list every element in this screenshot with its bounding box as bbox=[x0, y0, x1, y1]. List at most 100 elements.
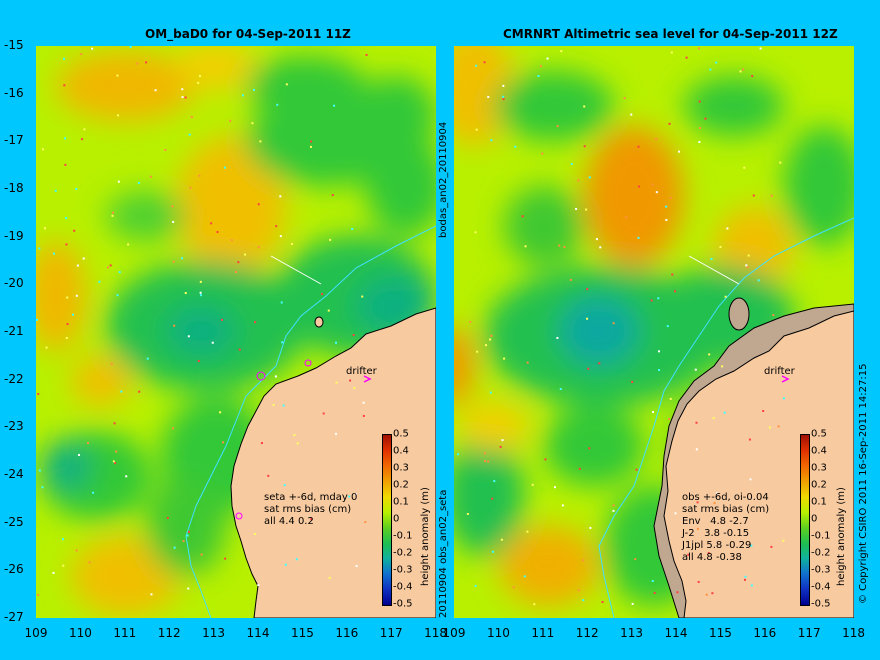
y-tick-label: -23 bbox=[4, 419, 24, 434]
observation-dot bbox=[770, 545, 773, 548]
drifter-marker bbox=[235, 512, 243, 520]
observation-dot bbox=[120, 390, 123, 393]
observation-dot bbox=[181, 88, 184, 91]
observation-dot bbox=[739, 70, 742, 73]
observation-dot bbox=[115, 450, 118, 453]
observation-dot bbox=[556, 125, 559, 128]
observation-dot bbox=[770, 194, 773, 197]
observation-dot bbox=[695, 421, 698, 424]
observation-dot bbox=[199, 280, 202, 283]
observation-dot bbox=[634, 558, 637, 561]
observation-dot bbox=[744, 575, 747, 578]
observation-dot bbox=[502, 84, 505, 87]
drifter-label: drifter bbox=[346, 366, 377, 377]
y-tick-label: -18 bbox=[4, 181, 24, 195]
left-map-svg bbox=[36, 46, 436, 618]
observation-dot bbox=[500, 538, 503, 541]
observation-dot bbox=[234, 270, 237, 273]
observation-dot bbox=[189, 186, 192, 189]
observation-dot bbox=[138, 390, 141, 393]
observation-dot bbox=[109, 264, 112, 267]
y-tick-label: -27 bbox=[4, 610, 24, 625]
observation-dot bbox=[199, 75, 202, 78]
observation-dot bbox=[129, 46, 132, 49]
observation-dot bbox=[352, 334, 355, 337]
colorbar-tick-label: 0.3 bbox=[811, 462, 827, 474]
observation-dot bbox=[219, 411, 222, 414]
observation-dot bbox=[553, 486, 556, 489]
observation-dot bbox=[229, 119, 232, 122]
observation-dot bbox=[187, 530, 190, 533]
left-map-panel[interactable]: drifter seta +-6d, mday 0 sat rms bias (… bbox=[36, 46, 436, 618]
x-tick-label: 109 bbox=[24, 626, 48, 640]
observation-dot bbox=[687, 553, 690, 556]
observation-dot bbox=[365, 53, 368, 56]
observation-dot bbox=[335, 381, 338, 384]
right-colorbar bbox=[800, 434, 810, 606]
observation-dot bbox=[588, 176, 591, 179]
observation-dot bbox=[707, 551, 710, 554]
observation-dot bbox=[280, 301, 283, 304]
right-stats-text: obs +-6d, oi-0.04 sat rms bias (cm) Env … bbox=[682, 492, 770, 563]
observation-dot bbox=[742, 68, 745, 71]
observation-dot bbox=[75, 549, 78, 552]
observation-dot bbox=[37, 392, 40, 395]
x-tick-label: 109 bbox=[442, 626, 466, 640]
observation-dot bbox=[82, 257, 85, 260]
observation-dot bbox=[578, 467, 581, 470]
observation-dot bbox=[745, 264, 748, 267]
observation-dot bbox=[41, 486, 44, 489]
observation-dot bbox=[254, 321, 257, 324]
observation-dot bbox=[260, 442, 263, 445]
observation-dot bbox=[329, 238, 332, 241]
observation-dot bbox=[114, 462, 117, 465]
observation-dot bbox=[354, 493, 357, 496]
right-map-panel[interactable]: drifter obs +-6d, oi-0.04 sat rms bias (… bbox=[454, 46, 854, 618]
observation-dot bbox=[54, 189, 57, 192]
observation-dot bbox=[782, 397, 785, 400]
left-map-title: OM_baD0 for 04-Sep-2011 11Z bbox=[145, 27, 351, 41]
observation-dot bbox=[484, 460, 487, 463]
x-tick-label: 118 bbox=[424, 626, 448, 640]
observation-dot bbox=[293, 434, 296, 437]
observation-dot bbox=[186, 534, 189, 537]
observation-dot bbox=[487, 460, 490, 463]
observation-dot bbox=[651, 411, 654, 414]
observation-dot bbox=[531, 483, 534, 486]
observation-dot bbox=[137, 181, 140, 184]
observation-dot bbox=[757, 279, 760, 282]
observation-dot bbox=[187, 335, 190, 338]
observation-dot bbox=[110, 362, 113, 365]
observation-dot bbox=[668, 417, 671, 420]
observation-dot bbox=[746, 266, 749, 269]
observation-dot bbox=[749, 478, 752, 481]
observation-dot bbox=[83, 128, 86, 131]
drifter-marker bbox=[256, 371, 266, 381]
copyright-text: © Copyright CSIRO 2011 16-Sep-2011 14:27… bbox=[858, 363, 869, 604]
observation-dot bbox=[514, 145, 517, 148]
observation-dot bbox=[678, 150, 681, 153]
colorbar-tick-label: 0.2 bbox=[811, 479, 827, 491]
observation-dot bbox=[361, 295, 364, 298]
observation-dot bbox=[704, 117, 707, 120]
observation-dot bbox=[712, 417, 715, 420]
observation-dot bbox=[719, 245, 722, 248]
observation-dot bbox=[635, 468, 638, 471]
observation-dot bbox=[197, 81, 200, 84]
observation-dot bbox=[779, 161, 782, 164]
observation-dot bbox=[283, 484, 286, 487]
x-tick-label: 113 bbox=[202, 626, 226, 640]
observation-dot bbox=[224, 557, 227, 560]
observation-dot bbox=[37, 593, 40, 596]
observation-dot bbox=[244, 253, 247, 256]
observation-dot bbox=[172, 260, 175, 263]
observation-dot bbox=[743, 166, 746, 169]
x-tick-label: 115 bbox=[290, 626, 314, 640]
observation-dot bbox=[281, 341, 284, 344]
observation-dot bbox=[182, 540, 185, 543]
observation-dot bbox=[475, 128, 478, 131]
observation-dot bbox=[577, 179, 580, 182]
observation-dot bbox=[612, 322, 615, 325]
observation-dot bbox=[112, 211, 115, 214]
observation-dot bbox=[230, 239, 233, 242]
